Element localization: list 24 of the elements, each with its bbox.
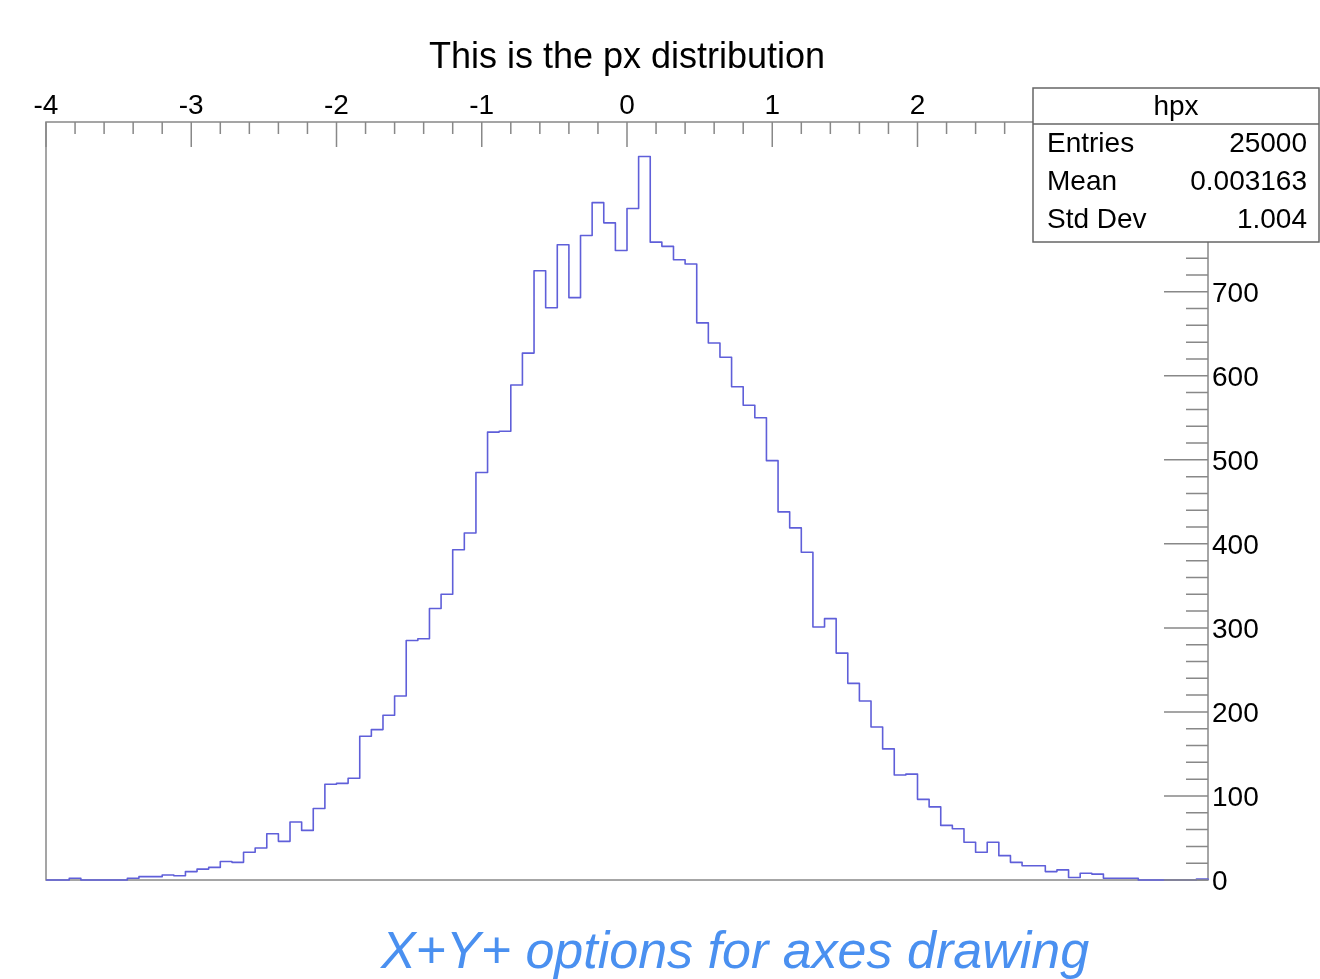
text: X+Y+ options for axes drawing [379,921,1090,979]
text: 25000 [1229,127,1307,158]
x-tick-label: -4 [33,89,59,120]
y-tick-label: 600 [1212,360,1259,392]
y-tick-label: 700 [1212,276,1259,308]
y-tick-label: 0 [1212,865,1228,896]
annotation: Std Dev [1047,203,1147,234]
y-tick-label: 300 [1212,612,1259,644]
x-tick-label: 1 [764,89,781,120]
text: 1.004 [1236,203,1307,234]
x-tick-label: -1 [469,89,495,120]
text: hpx [1153,90,1199,121]
x-tick-label: 0 [619,89,635,120]
chart-title: This is the px distribution [428,35,826,76]
x-tick-label: 2 [909,89,926,120]
x-tick-label: -3 [178,89,204,120]
y-tick-label: 400 [1212,528,1259,560]
annotation: Mean [1047,165,1118,196]
annotation: 0.003163 [1190,165,1307,196]
annotation: Entries [1047,127,1135,158]
y-tick-label: 200 [1212,696,1259,728]
y-tick-label: 500 [1212,444,1259,476]
y-tick-label: 100 [1212,780,1259,812]
x-tick-label: -2 [324,89,349,120]
